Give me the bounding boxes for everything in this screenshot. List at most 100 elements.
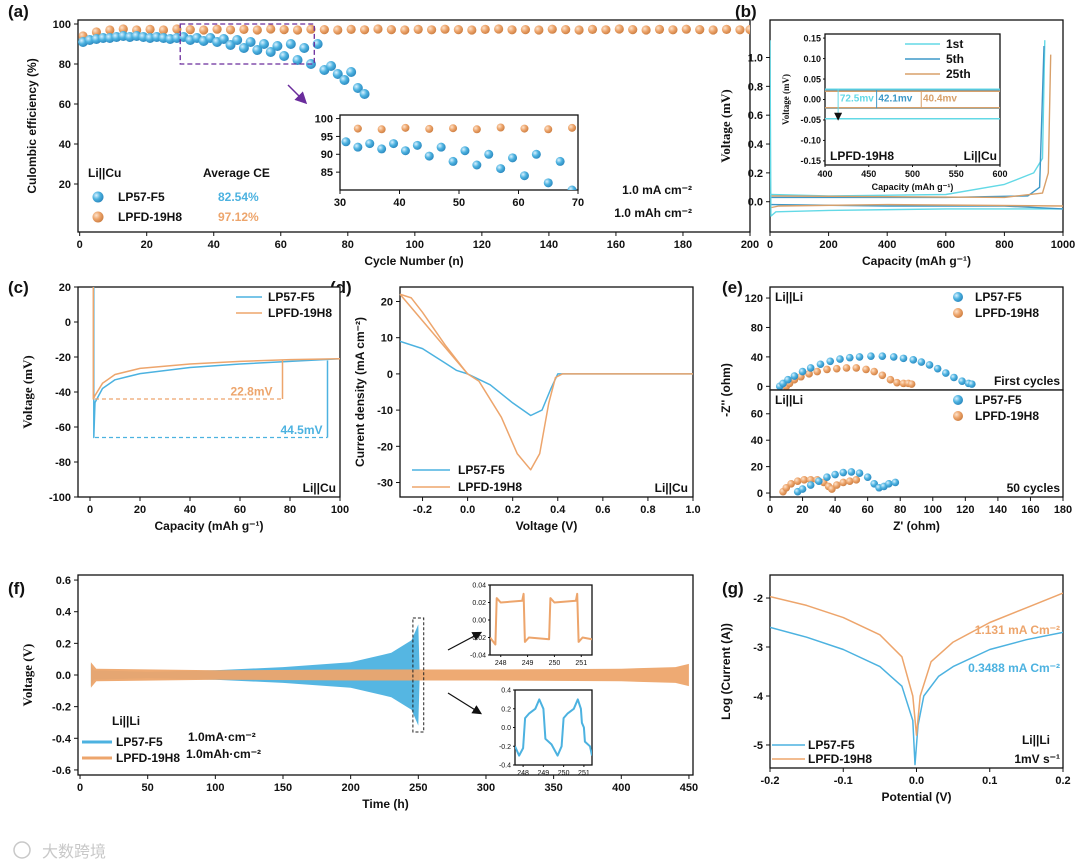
data-point — [413, 24, 423, 34]
data-point — [933, 364, 942, 373]
data-point — [353, 142, 363, 152]
data-point — [654, 24, 665, 34]
data-point — [425, 124, 434, 133]
data-point — [793, 477, 802, 485]
data-point — [306, 24, 316, 34]
data-point — [359, 89, 370, 99]
data-point — [238, 43, 249, 53]
zoom-arrow — [287, 84, 308, 105]
y-tick-label: 85 — [321, 167, 333, 179]
x-tick-label: 40 — [393, 197, 405, 209]
x-tick-label: 80 — [342, 239, 354, 251]
y-tick-label: 0.4 — [56, 607, 72, 619]
legend-title: Li||Li — [112, 714, 140, 728]
data-point — [292, 55, 303, 65]
data-point — [847, 468, 856, 476]
data-point — [721, 24, 732, 34]
data-point — [436, 142, 446, 152]
y-tick-label: 0.6 — [748, 110, 763, 122]
plot-frame — [824, 33, 1001, 166]
x-tick-label: -0.1 — [834, 775, 853, 787]
x-tick-label: 0.2 — [1055, 775, 1070, 787]
annotation: 1mV s⁻¹ — [1014, 752, 1060, 766]
x-tick-label: 600 — [937, 239, 955, 251]
data-point — [239, 24, 249, 34]
x-tick-label: 180 — [674, 239, 692, 251]
data-point — [968, 380, 976, 388]
data-point — [641, 25, 651, 35]
annotation: 1.0 mA cm⁻² — [622, 183, 692, 197]
x-tick-label: 250 — [409, 782, 427, 794]
data-point — [449, 124, 458, 133]
data-point — [472, 125, 481, 134]
y-tick-label: 40 — [751, 352, 763, 364]
data-point — [232, 35, 243, 45]
data-point — [145, 24, 155, 34]
legend-label: LPFD-19H8 — [118, 210, 182, 224]
data-point — [245, 37, 256, 47]
x-tick-label: 200 — [741, 239, 759, 251]
data-point — [893, 378, 901, 387]
data-point — [359, 25, 370, 35]
x-tick-label: 20 — [141, 239, 153, 251]
zoom-arrow — [447, 631, 483, 651]
y-tick-label: 100 — [315, 114, 333, 126]
y-tick-label: 0.02 — [472, 600, 486, 607]
data-point — [312, 39, 323, 49]
y-tick-label: -4 — [753, 691, 764, 703]
series-line-LP57-F5 — [770, 626, 1063, 766]
watermark-icon — [13, 841, 31, 859]
data-point — [333, 25, 343, 35]
legend-label: LP57-F5 — [458, 463, 505, 477]
y-axis-label: Voltage (mV) — [718, 89, 733, 163]
data-point — [346, 67, 357, 77]
data-point — [448, 156, 458, 166]
series-line-25th — [771, 203, 1063, 209]
data-point — [467, 25, 477, 35]
x-axis-label: Capacity (mAh g⁻¹) — [862, 254, 971, 268]
annotation: 44.5mV — [280, 423, 322, 437]
x-tick-label: 40 — [184, 504, 196, 516]
x-tick-label: 250 — [558, 770, 570, 777]
legend-label: LP57-F5 — [116, 735, 163, 749]
data-point — [480, 24, 490, 34]
x-tick-label: 30 — [334, 197, 346, 209]
data-point — [544, 125, 553, 134]
y-tick-label: 0 — [65, 317, 71, 329]
x-tick-label: 120 — [956, 504, 974, 516]
data-point — [587, 24, 598, 34]
data-point — [925, 361, 934, 369]
data-point — [400, 146, 410, 156]
data-point — [531, 149, 541, 159]
x-tick-label: 0.0 — [909, 775, 924, 787]
data-point — [272, 41, 283, 51]
data-point — [878, 352, 887, 360]
x-tick-label: 50 — [453, 197, 465, 209]
data-point — [440, 24, 450, 34]
plot-frame — [514, 689, 593, 766]
data-point — [831, 470, 839, 479]
data-point — [568, 123, 577, 132]
annotation: 1.131 mA Cm⁻² — [975, 623, 1060, 637]
data-point — [453, 25, 464, 35]
y-tick-label: 0.4 — [748, 139, 764, 151]
data-point — [185, 25, 195, 35]
data-point — [353, 124, 362, 133]
data-point — [823, 365, 831, 374]
series-line-LPFD-19H8 — [400, 293, 693, 471]
annotation: 42.1mv — [878, 94, 912, 105]
legend-title: Li||Cu — [88, 166, 121, 180]
data-point — [855, 353, 864, 361]
data-point — [472, 160, 482, 170]
legend-marker — [953, 292, 963, 302]
legend-label: LP57-F5 — [975, 290, 1022, 304]
annotation: 1.0mA·cm⁻² — [188, 730, 256, 744]
x-axis-label: Time (h) — [362, 797, 408, 811]
x-tick-label: 40 — [208, 239, 220, 251]
plot-frame — [489, 584, 593, 656]
y-tick-label: -60 — [55, 422, 71, 434]
legend-label: LPFD-19H8 — [268, 306, 332, 320]
y-tick-label: -0.04 — [470, 653, 486, 660]
x-tick-label: 100 — [924, 504, 942, 516]
